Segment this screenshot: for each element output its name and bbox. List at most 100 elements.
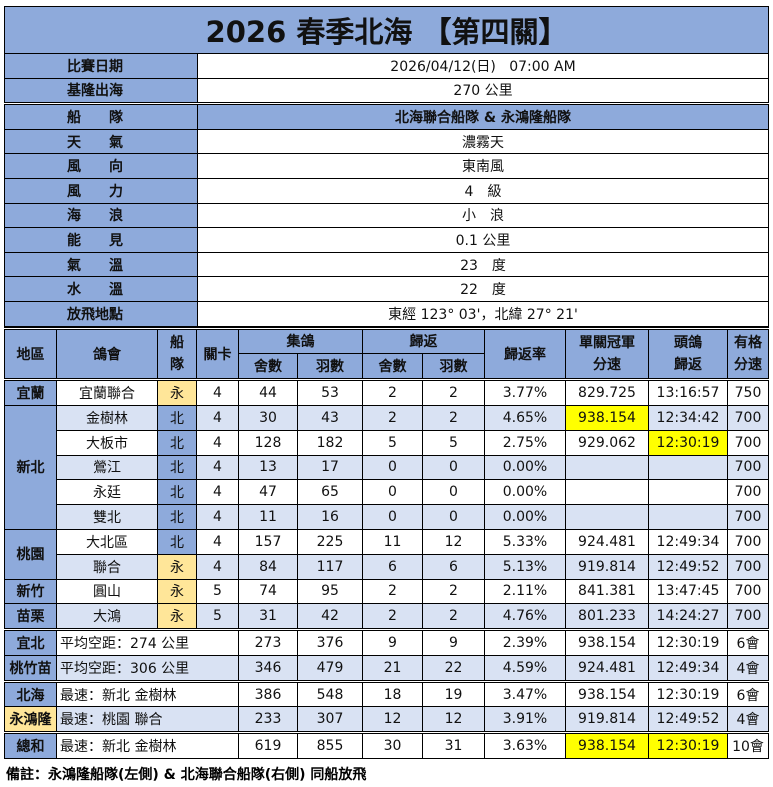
return-rate: 2.11% xyxy=(484,578,566,605)
col-collected: 集鴿 xyxy=(238,326,363,355)
col-club: 鴿會 xyxy=(56,326,158,381)
return-rate: 2.75% xyxy=(484,429,566,456)
info-label: 放飛地點 xyxy=(4,300,198,327)
col-returned: 歸返 xyxy=(362,326,485,355)
returned-lofts: 0 xyxy=(362,504,423,530)
checkpoint: 5 xyxy=(196,578,239,605)
returned-lofts: 2 xyxy=(362,578,423,605)
returned-lofts: 30 xyxy=(362,731,423,760)
return-rate: 3.47% xyxy=(484,679,566,708)
region-cell: 新北 xyxy=(4,404,57,530)
club-count: 6會 xyxy=(727,628,769,656)
collected-lofts: 386 xyxy=(238,679,298,708)
returned-lofts: 2 xyxy=(362,404,423,431)
champion-speed xyxy=(565,479,649,506)
info-label: 能 見 xyxy=(4,227,198,253)
info-label: 氣 溫 xyxy=(4,251,198,278)
info-label: 風 力 xyxy=(4,177,198,204)
return-rate: 0.00% xyxy=(484,504,566,530)
info-value: 270 公里 xyxy=(197,77,769,105)
col-collected-birds: 羽數 xyxy=(297,353,363,381)
info-row: 風 向東南風 xyxy=(4,153,769,179)
qualify-speed: 700 xyxy=(727,603,769,631)
summary-desc: 最速：桃園 聯合 xyxy=(56,706,239,734)
info-label: 基隆出海 xyxy=(4,77,198,105)
champion-speed xyxy=(565,504,649,530)
return-rate: 3.77% xyxy=(484,378,566,406)
club-name: 圓山 xyxy=(56,578,158,605)
table-row: 桃園 大北區北 4 157 225 11 12 5.33% 924.481 12:49:34 700 xyxy=(4,528,769,580)
info-value: 濃霧天 xyxy=(197,128,769,155)
table-row: 雙北北 4 11 16 0 0 0.00% 700 xyxy=(5,504,769,530)
collected-birds: 479 xyxy=(297,654,363,682)
col-qualify-speed: 有格分速 xyxy=(727,326,769,381)
returned-birds: 19 xyxy=(422,679,485,708)
summary-label: 永鴻隆 xyxy=(4,706,57,734)
info-value: 4 級 xyxy=(197,177,769,204)
summary-desc: 平均空距：306 公里 xyxy=(56,654,239,682)
info-value: 小 浪 xyxy=(197,202,769,229)
table-row: 新竹 圓山永 5 74 95 2 2 2.11% 841.381 13:47:45 700 xyxy=(4,578,769,605)
table-row: 鶯江北 4 13 17 0 0 0.00% 700 xyxy=(5,454,769,481)
returned-birds: 2 xyxy=(422,378,485,406)
collected-birds: 16 xyxy=(297,504,363,530)
table-row: 永廷北 4 47 65 0 0 0.00% 700 xyxy=(5,479,769,506)
col-returned-lofts: 舍數 xyxy=(362,353,423,381)
collected-birds: 117 xyxy=(297,553,363,580)
fleet-badge: 北 xyxy=(157,479,197,506)
first-bird-time: 13:47:45 xyxy=(648,578,728,605)
qualify-speed: 700 xyxy=(727,479,769,506)
checkpoint: 4 xyxy=(196,553,239,580)
info-label: 海 浪 xyxy=(4,202,198,229)
collected-birds: 307 xyxy=(297,706,363,734)
collected-birds: 182 xyxy=(297,429,363,456)
region-cell: 新竹 xyxy=(4,578,57,605)
summary-label: 宜北 xyxy=(4,628,57,656)
checkpoint: 4 xyxy=(196,429,239,456)
first-bird-time: 12:30:19 xyxy=(648,731,728,760)
info-row: 海 浪小 浪 xyxy=(4,202,769,229)
checkpoint: 4 xyxy=(196,504,239,530)
col-collected-lofts: 舍數 xyxy=(238,353,298,381)
collected-lofts: 13 xyxy=(238,454,298,481)
summary-row: 永鴻隆 最速：桃園 聯合 233 307 12 12 3.91% 919.814 12:49:5… xyxy=(4,706,769,734)
checkpoint: 5 xyxy=(196,603,239,631)
return-rate: 0.00% xyxy=(484,479,566,506)
collected-birds: 42 xyxy=(297,603,363,631)
col-fleet: 船隊 xyxy=(157,326,197,381)
qualify-speed: 700 xyxy=(727,504,769,530)
champion-speed: 924.481 xyxy=(565,528,649,555)
club-name: 大板市 xyxy=(56,429,158,456)
first-bird-time: 12:30:19 xyxy=(648,679,728,708)
region-cell: 宜蘭 xyxy=(4,378,57,406)
collected-lofts: 157 xyxy=(238,528,298,555)
returned-lofts: 0 xyxy=(362,479,423,506)
info-label: 風 向 xyxy=(4,153,198,179)
race-info-table: 2026 春季北海 【第四關】 比賽日期 2026/04/12(日) 07:00 … xyxy=(4,6,769,327)
table-row: 宜蘭 宜蘭聯合永 4 44 53 2 2 3.77% 829.725 13:16:57 750 xyxy=(4,378,769,406)
summary-label: 北海 xyxy=(4,679,57,708)
info-row: 水 溫 22 度 xyxy=(4,276,769,302)
qualify-speed: 700 xyxy=(727,553,769,580)
returned-lofts: 6 xyxy=(362,553,423,580)
info-label: 水 溫 xyxy=(4,276,198,302)
info-value: 0.1 公里 xyxy=(197,227,769,253)
info-row: 天 氣濃霧天 xyxy=(4,128,769,155)
returned-lofts: 12 xyxy=(362,706,423,734)
fleet-badge: 北 xyxy=(157,504,197,530)
fleet-badge: 永 xyxy=(157,378,197,406)
qualify-speed: 700 xyxy=(727,454,769,481)
collected-lofts: 619 xyxy=(238,731,298,760)
table-row: 大板市北 4 128 182 5 5 2.75% 929.062 12:30:19 700 xyxy=(5,429,769,456)
collected-lofts: 74 xyxy=(238,578,298,605)
fleet-badge: 北 xyxy=(157,454,197,481)
info-row: 氣 溫 23 度 xyxy=(4,251,769,278)
table-row: 新北 金樹林北 4 30 43 2 2 4.65% 938.154 12:34:42 700 xyxy=(4,404,769,530)
collected-lofts: 84 xyxy=(238,553,298,580)
returned-birds: 0 xyxy=(422,504,485,530)
first-bird-time: 14:24:27 xyxy=(648,603,728,631)
champion-speed: 929.062 xyxy=(565,429,649,456)
qualify-speed: 750 xyxy=(727,378,769,406)
checkpoint: 4 xyxy=(196,528,239,555)
